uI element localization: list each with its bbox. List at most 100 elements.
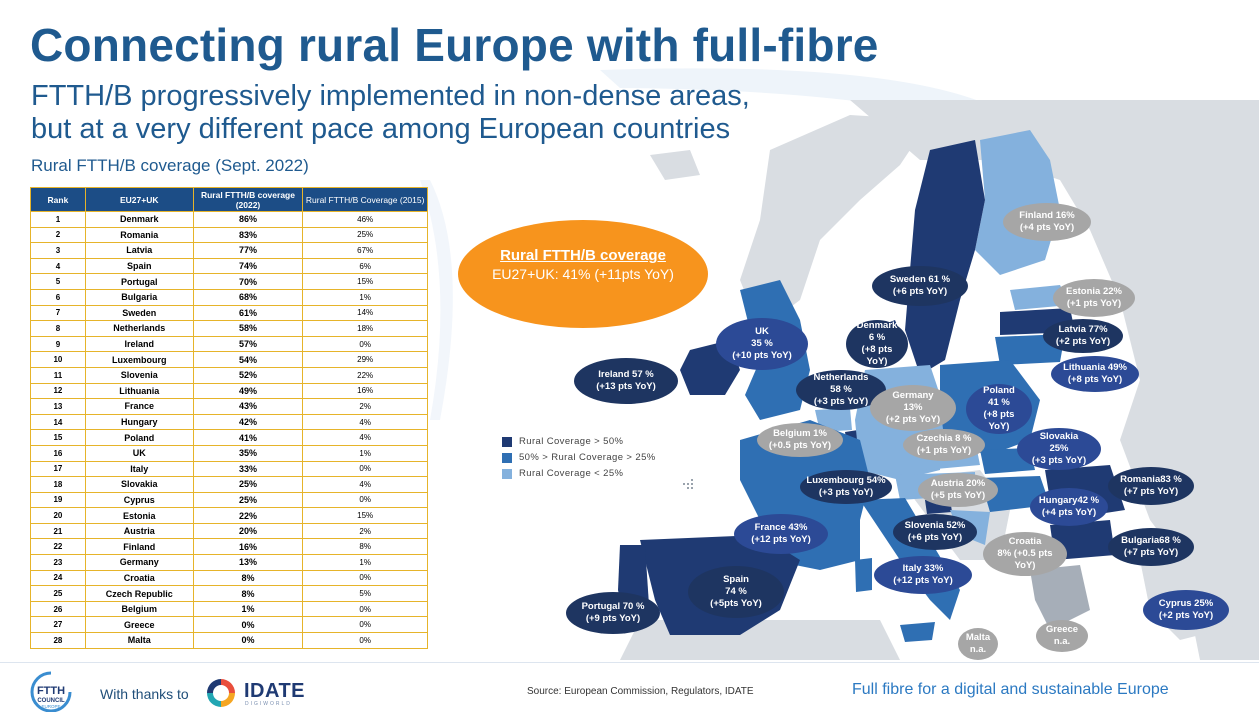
- country-cell: Greece: [84, 616, 194, 634]
- table-row: 13 France 43% 2%: [30, 398, 428, 415]
- coverage-2022-cell: 61%: [192, 305, 304, 322]
- table-row: 18 Slovakia 25% 4%: [30, 476, 428, 493]
- callout-belgium: Belgium 1% (+0.5 pts YoY): [757, 423, 843, 457]
- legend-label: Rural Coverage > 50%: [519, 436, 624, 447]
- table-row: 12 Lithuania 49% 16%: [30, 383, 428, 400]
- svg-text:EUROPE: EUROPE: [41, 704, 60, 709]
- coverage-ranking-table: Rank EU27+UK Rural FTTH/B coverage (2022…: [30, 187, 428, 649]
- coverage-2022-cell: 0%: [192, 616, 304, 634]
- table-row: 11 Slovenia 52% 22%: [30, 367, 428, 384]
- idate-subtitle: DIGIWORLD: [245, 701, 292, 707]
- callout-italy: Italy 33% (+12 pts YoY): [874, 556, 972, 594]
- callout-finland: Finland 16% (+4 pts YoY): [1003, 203, 1091, 241]
- header-rank: Rank: [30, 187, 86, 212]
- callout-greece: Greece n.a.: [1036, 620, 1088, 652]
- country-cell: France: [84, 398, 194, 415]
- country-cell: Malta: [84, 632, 194, 649]
- coverage-2022-cell: 68%: [192, 289, 304, 306]
- subtitle-line-1: FTTH/B progressively implemented in non-…: [31, 80, 750, 112]
- coverage-2015-cell: 5%: [302, 585, 428, 602]
- country-cell: Austria: [84, 523, 194, 540]
- callout-sweden: Sweden 61 % (+6 pts YoY): [872, 266, 968, 306]
- callout-malta: Malta n.a.: [958, 628, 998, 660]
- rank-cell: 18: [30, 476, 86, 493]
- map-greece: [1030, 565, 1090, 630]
- table-row: 16 UK 35% 1%: [30, 445, 428, 462]
- coverage-2022-cell: 8%: [192, 570, 304, 587]
- coverage-2022-cell: 16%: [192, 538, 304, 556]
- table-row: 26 Belgium 1% 0%: [30, 601, 428, 618]
- coverage-2015-cell: 16%: [302, 383, 428, 400]
- rank-cell: 9: [30, 336, 86, 353]
- table-row: 4 Spain 74% 6%: [30, 258, 428, 275]
- coverage-2015-cell: 15%: [302, 273, 428, 290]
- coverage-2015-cell: 1%: [302, 554, 428, 571]
- map-land-africa: [620, 620, 900, 660]
- rank-cell: 25: [30, 585, 86, 602]
- map-legend: Rural Coverage > 50% 50% > Rural Coverag…: [502, 434, 656, 482]
- map-sicily: [900, 622, 935, 642]
- coverage-2015-cell: 2%: [302, 398, 428, 415]
- country-cell: Czech Republic: [84, 585, 194, 602]
- legend-swatch-high: [502, 436, 512, 447]
- map-sweden: [905, 140, 985, 375]
- table-row: 2 Romania 83% 25%: [30, 227, 428, 244]
- coverage-2015-cell: 2%: [302, 523, 428, 540]
- legend-swatch-low: [502, 468, 512, 479]
- coverage-2015-cell: 18%: [302, 320, 428, 337]
- table-row: 20 Estonia 22% 15%: [30, 507, 428, 524]
- section-label: Rural FTTH/B coverage (Sept. 2022): [31, 156, 309, 175]
- rank-cell: 2: [30, 227, 86, 244]
- map-land-iceland: [650, 150, 700, 180]
- country-cell: Croatia: [84, 570, 194, 587]
- rank-cell: 15: [30, 429, 86, 446]
- table-row: 1 Denmark 86% 46%: [30, 211, 428, 228]
- callout-luxembourg: Luxembourg 54% (+3 pts YoY): [800, 470, 892, 504]
- callout-cyprus: Cyprus 25% (+2 pts YoY): [1143, 590, 1229, 630]
- table-row: 8 Netherlands 58% 18%: [30, 320, 428, 337]
- country-cell: Belgium: [84, 601, 194, 618]
- country-cell: Denmark: [84, 211, 194, 228]
- callout-hungary: Hungary42 % (+4 pts YoY): [1030, 488, 1108, 526]
- rank-cell: 8: [30, 320, 86, 337]
- legend-item: Rural Coverage > 50%: [502, 434, 656, 449]
- rank-cell: 12: [30, 383, 86, 400]
- table-row: 3 Latvia 77% 67%: [30, 242, 428, 259]
- idate-name: IDATE: [244, 680, 306, 702]
- coverage-2022-cell: 42%: [192, 414, 304, 431]
- header-country: EU27+UK: [84, 187, 194, 212]
- coverage-2015-cell: 0%: [302, 461, 428, 478]
- footer-divider: [0, 662, 1259, 663]
- table-row: 9 Ireland 57% 0%: [30, 336, 428, 353]
- callout-romania: Romania83 % (+7 pts YoY): [1108, 467, 1194, 505]
- map-land-norway: [740, 115, 930, 330]
- subtitle-line-2: but at a very different pace among Europ…: [31, 113, 731, 145]
- legend-item: 50% > Rural Coverage > 25%: [502, 450, 656, 465]
- country-cell: Germany: [84, 554, 194, 571]
- header-coverage-2022: Rural FTTH/B coverage (2022): [192, 187, 304, 212]
- rank-cell: 21: [30, 523, 86, 540]
- table-row: 24 Croatia 8% 0%: [30, 570, 428, 587]
- rank-cell: 28: [30, 632, 86, 649]
- table-row: 5 Portugal 70% 15%: [30, 273, 428, 290]
- legend-label: 50% > Rural Coverage > 25%: [519, 452, 656, 463]
- table-row: 6 Bulgaria 68% 1%: [30, 289, 428, 306]
- callout-slovenia: Slovenia 52% (+6 pts YoY): [893, 514, 977, 550]
- coverage-2015-cell: 46%: [302, 211, 428, 228]
- coverage-2015-cell: 67%: [302, 242, 428, 259]
- callout-austria: Austria 20% (+5 pts YoY): [918, 473, 998, 507]
- coverage-2022-cell: 86%: [192, 211, 304, 228]
- country-cell: Poland: [84, 429, 194, 446]
- country-cell: Latvia: [84, 242, 194, 259]
- coverage-2015-cell: 15%: [302, 507, 428, 524]
- coverage-2015-cell: 22%: [302, 367, 428, 384]
- callout-poland: Poland 41 % (+8 pts YoY): [966, 384, 1032, 434]
- coverage-2022-cell: 33%: [192, 461, 304, 478]
- coverage-2015-cell: 0%: [302, 570, 428, 587]
- rank-cell: 19: [30, 492, 86, 509]
- table-header-row: Rank EU27+UK Rural FTTH/B coverage (2022…: [30, 187, 428, 212]
- table-row: 15 Poland 41% 4%: [30, 429, 428, 446]
- table-row: 17 Italy 33% 0%: [30, 461, 428, 478]
- callout-spain: Spain 74 % (+5pts YoY): [688, 566, 784, 618]
- coverage-2022-cell: 43%: [192, 398, 304, 415]
